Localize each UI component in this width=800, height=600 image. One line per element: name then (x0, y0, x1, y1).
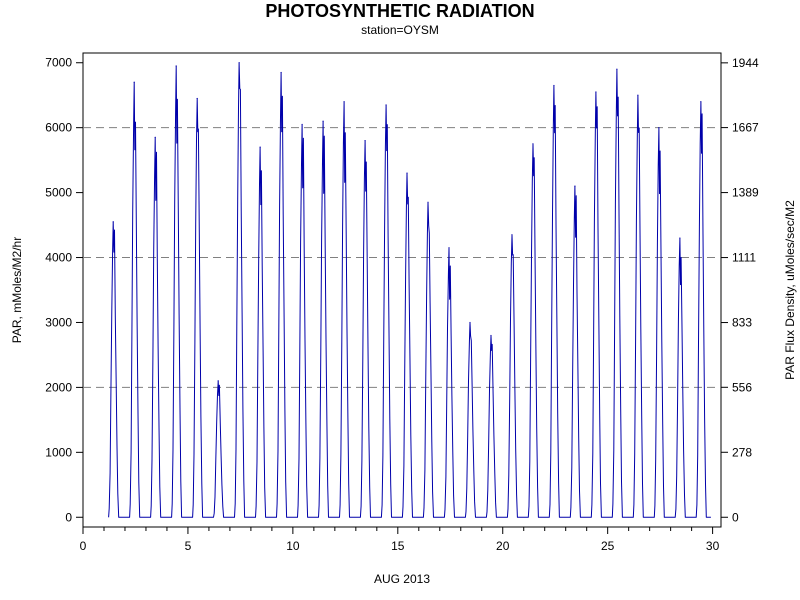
daily-peak-point (448, 247, 450, 249)
y-tick-label: 0 (65, 510, 72, 524)
daily-peak-point (133, 81, 135, 83)
x-tick-label: 0 (80, 539, 87, 553)
right-axis: 0 278 556 833 1111 1389 1667 1944 (721, 56, 759, 524)
reference-lines (83, 127, 721, 388)
daily-peak-point (301, 123, 303, 126)
y2-tick-label: 278 (732, 445, 752, 459)
daily-peak-point (658, 127, 660, 129)
plot-frame (82, 52, 722, 528)
y-tick-label: 6000 (45, 121, 72, 135)
left-axis: 0 1000 2000 3000 4000 5000 6000 7000 (45, 56, 83, 524)
daily-peak-point (175, 65, 177, 67)
daily-peak-point (154, 136, 156, 139)
par-series (108, 62, 711, 518)
x-tick-label: 30 (706, 539, 720, 553)
daily-peak-point (700, 101, 702, 103)
x-tick-label: 5 (185, 539, 192, 553)
daily-peak-point (616, 68, 618, 70)
daily-peak-point (238, 62, 240, 64)
bottom-axis: 0 5 10 15 20 25 30 (80, 527, 720, 553)
x-tick-label: 10 (286, 539, 300, 553)
x-tick-label: 15 (391, 539, 405, 553)
y-tick-label: 2000 (45, 380, 72, 394)
y2-tick-label: 1389 (732, 186, 759, 200)
daily-peak-point (574, 185, 576, 187)
daily-peak-point (364, 140, 366, 142)
daily-peak-point (427, 201, 429, 203)
daily-peak-point (406, 172, 408, 174)
par-line (108, 62, 711, 518)
chart-subtitle: station=OYSM (361, 23, 439, 37)
daily-peak-point (490, 334, 492, 337)
y-tick-label: 4000 (45, 251, 72, 265)
x-tick-label: 25 (601, 539, 615, 553)
daily-peak-point (385, 104, 387, 106)
y2-axis-label: PAR Flux Density, uMoles/sec/M2 (783, 200, 797, 380)
y-axis-label: PAR, mMoles/M2/hr (10, 237, 24, 343)
y-tick-label: 7000 (45, 56, 72, 70)
daily-peak-point (637, 94, 639, 96)
y2-tick-label: 556 (732, 380, 752, 394)
y2-tick-label: 1944 (732, 56, 759, 70)
daily-peak-point (280, 71, 282, 74)
x-tick-label: 20 (496, 539, 510, 553)
daily-peak-point (196, 97, 198, 100)
daily-peak-point (322, 120, 324, 122)
y2-tick-label: 1111 (732, 251, 756, 265)
y-tick-label: 1000 (45, 445, 72, 459)
y2-tick-label: 833 (732, 316, 752, 330)
y-tick-label: 5000 (45, 186, 72, 200)
y2-tick-label: 0 (732, 510, 739, 524)
daily-peak-point (595, 91, 597, 93)
chart-title: PHOTOSYNTHETIC RADIATION (265, 1, 534, 21)
daily-peak-point (217, 380, 219, 382)
daily-peak-point (679, 237, 681, 239)
daily-peak-point (553, 84, 555, 87)
y-tick-label: 3000 (45, 315, 72, 329)
y2-tick-label: 1667 (732, 121, 759, 135)
x-axis-label: AUG 2013 (374, 572, 430, 586)
daily-peak-point (511, 234, 513, 236)
daily-peak-point (343, 101, 345, 103)
daily-peak-point (532, 143, 534, 145)
daily-peak-point (112, 221, 114, 223)
daily-peak-point (259, 146, 261, 148)
daily-peak-point (469, 321, 471, 324)
